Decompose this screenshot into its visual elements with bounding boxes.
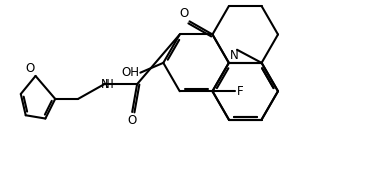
Text: O: O <box>128 114 137 127</box>
Text: OH: OH <box>122 66 139 79</box>
Text: F: F <box>236 85 243 98</box>
Text: O: O <box>25 62 34 75</box>
Text: N: N <box>100 78 109 91</box>
Text: N: N <box>230 49 239 62</box>
Text: O: O <box>179 7 188 20</box>
Text: H: H <box>105 78 114 91</box>
